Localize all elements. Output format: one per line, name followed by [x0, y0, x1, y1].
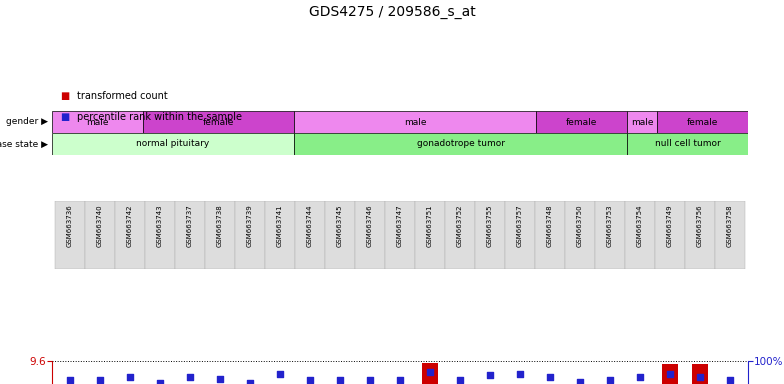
Text: GSM663758: GSM663758 [727, 204, 733, 247]
Bar [55, 201, 85, 269]
Bar [505, 201, 535, 269]
Point [154, 380, 166, 384]
Text: GSM663749: GSM663749 [667, 204, 673, 247]
Text: male: male [631, 118, 653, 126]
Text: GDS4275 / 209586_s_at: GDS4275 / 209586_s_at [309, 5, 475, 19]
Text: GSM663743: GSM663743 [157, 204, 163, 247]
Text: GSM663742: GSM663742 [127, 204, 133, 247]
Bar [385, 201, 415, 269]
Text: disease state ▶: disease state ▶ [0, 139, 48, 149]
Text: GSM663757: GSM663757 [517, 204, 523, 247]
Point [484, 372, 496, 379]
Bar [143, 111, 294, 133]
Bar [422, 363, 438, 384]
Text: ■: ■ [60, 91, 69, 101]
Point [214, 376, 227, 382]
Bar [415, 201, 445, 269]
Text: female: female [566, 118, 597, 126]
Point [94, 377, 107, 383]
Text: GSM663740: GSM663740 [97, 204, 103, 247]
Text: GSM663741: GSM663741 [277, 204, 283, 247]
Text: GSM663738: GSM663738 [217, 204, 223, 247]
Text: GSM663736: GSM663736 [67, 204, 73, 247]
Bar [85, 201, 115, 269]
Text: ■: ■ [60, 112, 69, 122]
Text: GSM663744: GSM663744 [307, 204, 313, 247]
Point [64, 377, 76, 383]
Bar [627, 133, 748, 155]
Bar [535, 201, 565, 269]
Text: male: male [404, 118, 426, 126]
Bar [715, 201, 745, 269]
Point [694, 374, 706, 380]
Text: transformed count: transformed count [77, 91, 168, 101]
Text: gender ▶: gender ▶ [6, 118, 48, 126]
Bar [685, 201, 715, 269]
Bar [445, 201, 475, 269]
Point [364, 377, 376, 383]
Text: null cell tumor: null cell tumor [655, 139, 720, 149]
Bar [565, 201, 595, 269]
Text: percentile rank within the sample: percentile rank within the sample [77, 112, 242, 122]
Bar [325, 201, 355, 269]
Text: GSM663748: GSM663748 [547, 204, 553, 247]
Text: GSM663754: GSM663754 [637, 204, 643, 247]
Bar [655, 201, 685, 269]
Point [454, 377, 466, 383]
Point [423, 369, 436, 375]
Bar [52, 133, 294, 155]
Text: GSM663755: GSM663755 [487, 204, 493, 247]
Bar [536, 111, 627, 133]
Text: female: female [687, 118, 718, 126]
Bar [627, 111, 657, 133]
Bar [145, 201, 175, 269]
Point [244, 380, 256, 384]
Bar [657, 111, 748, 133]
Point [334, 377, 347, 383]
Text: GSM663752: GSM663752 [457, 204, 463, 247]
Bar [295, 201, 325, 269]
Bar [235, 201, 265, 269]
Bar [294, 133, 627, 155]
Point [604, 377, 616, 383]
Bar [265, 201, 295, 269]
Point [633, 374, 646, 380]
Bar [662, 364, 678, 384]
Bar [175, 201, 205, 269]
Point [394, 377, 406, 383]
Text: gonadotrope tumor: gonadotrope tumor [416, 139, 505, 149]
Text: GSM663756: GSM663756 [697, 204, 703, 247]
Point [574, 379, 586, 384]
Bar [625, 201, 655, 269]
Point [724, 377, 736, 383]
Text: GSM663753: GSM663753 [607, 204, 613, 247]
Text: GSM663739: GSM663739 [247, 204, 253, 247]
Point [183, 374, 196, 380]
Bar [475, 201, 505, 269]
Bar [691, 364, 708, 384]
Bar [595, 201, 625, 269]
Text: normal pituitary: normal pituitary [136, 139, 209, 149]
Text: GSM663747: GSM663747 [397, 204, 403, 247]
Bar [52, 111, 143, 133]
Point [303, 377, 316, 383]
Point [124, 374, 136, 380]
Bar [205, 201, 235, 269]
Text: GSM663746: GSM663746 [367, 204, 373, 247]
Text: GSM663745: GSM663745 [337, 204, 343, 247]
Bar [294, 111, 536, 133]
Point [274, 371, 286, 377]
Text: GSM663750: GSM663750 [577, 204, 583, 247]
Point [544, 374, 557, 380]
Text: male: male [86, 118, 109, 126]
Text: GSM663737: GSM663737 [187, 204, 193, 247]
Point [664, 371, 677, 377]
Bar [355, 201, 385, 269]
Text: GSM663751: GSM663751 [427, 204, 433, 247]
Text: female: female [203, 118, 234, 126]
Bar [115, 201, 145, 269]
Point [514, 371, 526, 377]
